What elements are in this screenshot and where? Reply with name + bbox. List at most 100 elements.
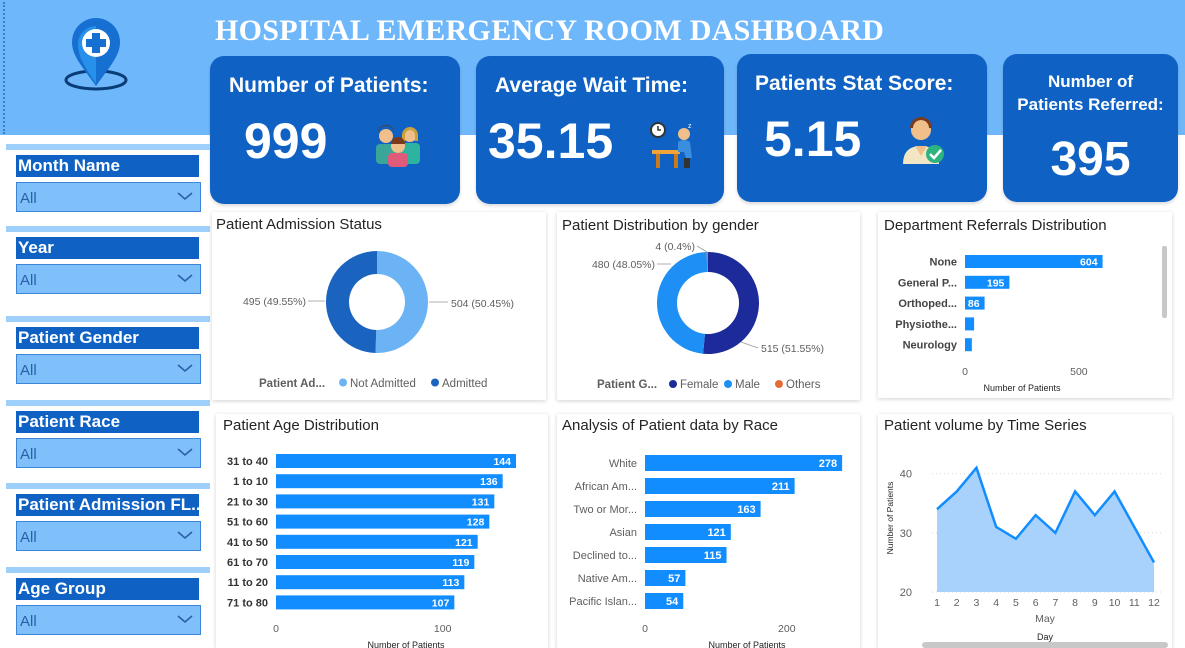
- x-tick-label: 2: [954, 597, 960, 609]
- legend-title: Patient Ad...: [259, 378, 325, 390]
- kpi-wait-value: 35.15: [488, 113, 614, 169]
- category-label: Pacific Islan...: [569, 596, 637, 608]
- data-label: 278: [819, 458, 837, 470]
- bar: [645, 593, 684, 609]
- slicer-separator: [6, 483, 210, 489]
- slicer-separator: [6, 567, 210, 573]
- slicer-label: Year: [16, 237, 199, 259]
- bar: [965, 255, 1103, 268]
- x-tick-label: 3: [974, 597, 980, 609]
- card-race-analysis: Analysis of Patient data by Race White 27…: [557, 414, 860, 648]
- chevron-down-icon[interactable]: [175, 442, 195, 462]
- category-label: Neurology: [903, 340, 958, 352]
- card-department-referrals: Department Referrals Distribution None 60…: [878, 212, 1172, 398]
- admission-donut-chart[interactable]: 504 (50.45%) 495 (49.55%) Patient Ad... Not…: [212, 212, 546, 400]
- bar: [965, 296, 985, 310]
- x-tick-label: 0: [273, 623, 279, 635]
- kpi-referred-label-line1: Number of: [1048, 72, 1133, 91]
- kpi-patients-value: 999: [244, 113, 328, 169]
- data-label: 211: [772, 481, 790, 493]
- bar: [645, 547, 727, 563]
- slicer-dropdown[interactable]: All: [16, 264, 201, 294]
- slicer-dropdown[interactable]: All: [16, 438, 201, 468]
- legend-item: Others: [786, 379, 821, 391]
- kpi-wait-label: Average Wait Time:: [495, 74, 688, 97]
- x-tick-label: 8: [1072, 597, 1078, 609]
- leader-line: [740, 341, 759, 349]
- bar: [645, 524, 731, 540]
- data-label: 115: [704, 550, 722, 562]
- slicer-dropdown[interactable]: All: [16, 182, 201, 212]
- slicer-dropdown[interactable]: All: [16, 521, 201, 551]
- category-label: White: [609, 458, 637, 470]
- bar: [276, 595, 455, 610]
- chevron-down-icon[interactable]: [175, 525, 195, 545]
- data-label: 144: [493, 456, 511, 468]
- x-tick-label: 9: [1092, 597, 1098, 609]
- bar: [645, 478, 795, 494]
- bar: [965, 275, 1010, 289]
- area-fill: [937, 467, 1154, 592]
- chevron-down-icon[interactable]: [175, 358, 195, 378]
- slicer-dropdown[interactable]: All: [16, 605, 201, 635]
- age-bar-chart[interactable]: 31 to 40 144 1 to 10 136 21 to 30 131 51 to 60…: [216, 414, 548, 648]
- bar: [276, 494, 495, 509]
- x-tick-label: 5: [1013, 597, 1019, 609]
- legend-title: Patient G...: [597, 379, 657, 391]
- slicer-dropdown[interactable]: All: [16, 354, 201, 384]
- department-chart-title: Department Referrals Distribution: [884, 217, 1107, 234]
- x-tick-label: 200: [778, 623, 796, 635]
- x-axis-label: Number of Patients: [367, 640, 445, 648]
- bar: [276, 454, 516, 468]
- kpi-stat-label: Patients Stat Score:: [755, 72, 954, 95]
- data-label: 86: [968, 298, 980, 310]
- category-label: Declined to...: [573, 550, 637, 562]
- card-admission-status: Patient Admission Status 504 (50.45%) 495…: [212, 212, 546, 400]
- slicer-separator: [6, 226, 210, 232]
- race-bar-chart[interactable]: White 278 African Am... 211 Two or Mor... 163…: [557, 414, 860, 648]
- x-tick-label: 6: [1033, 597, 1039, 609]
- donut-slice-female: [703, 252, 759, 354]
- race-chart-title: Analysis of Patient data by Race: [562, 417, 778, 434]
- category-label: General P...: [898, 277, 957, 289]
- x-tick-label: 100: [434, 623, 452, 635]
- bar: [645, 501, 761, 517]
- data-label: 504 (50.45%): [451, 298, 514, 310]
- scrollbar-thumb: [1162, 246, 1167, 318]
- slicer-selected-value: All: [20, 529, 37, 546]
- age-chart-title: Patient Age Distribution: [223, 417, 379, 434]
- timeseries-chart-title: Patient volume by Time Series: [884, 417, 1087, 434]
- bar: [276, 534, 478, 549]
- data-label: 119: [452, 557, 469, 569]
- bar: [276, 555, 475, 569]
- x-tick-label: 1: [934, 597, 940, 609]
- department-bar-chart[interactable]: None 604 General P... 195 Orthoped... 86 Physi…: [878, 212, 1172, 398]
- bar: [645, 570, 686, 586]
- legend-marker: [669, 380, 677, 388]
- category-label: 1 to 10: [233, 476, 268, 488]
- slicer-selected-value: All: [20, 613, 37, 630]
- donut-slice-male: [657, 252, 708, 354]
- category-label: Two or Mor...: [573, 504, 637, 516]
- slicer-separator: [6, 400, 210, 406]
- data-label: 131: [472, 496, 490, 508]
- patients-group-icon: [376, 124, 420, 167]
- bar: [965, 338, 972, 352]
- data-label: 121: [455, 537, 473, 549]
- chevron-down-icon[interactable]: [175, 186, 195, 206]
- legend-item: Male: [735, 379, 760, 391]
- slicer-label: Patient Gender: [16, 327, 199, 349]
- chevron-down-icon[interactable]: [175, 268, 195, 288]
- legend-item: Female: [680, 379, 718, 391]
- category-label: Asian: [609, 527, 637, 539]
- legend-marker: [339, 378, 347, 387]
- x-axis-label: Number of Patients: [708, 640, 786, 648]
- slicer-separator: [6, 316, 210, 322]
- x-tick-label: 7: [1052, 597, 1058, 609]
- chevron-down-icon[interactable]: [175, 609, 195, 629]
- category-label: African Am...: [575, 481, 637, 493]
- data-label: 121: [707, 527, 725, 539]
- category-label: Orthoped...: [898, 298, 957, 310]
- gender-donut-chart[interactable]: 515 (51.55%)480 (48.05%)4 (0.4%)Patient …: [557, 212, 860, 400]
